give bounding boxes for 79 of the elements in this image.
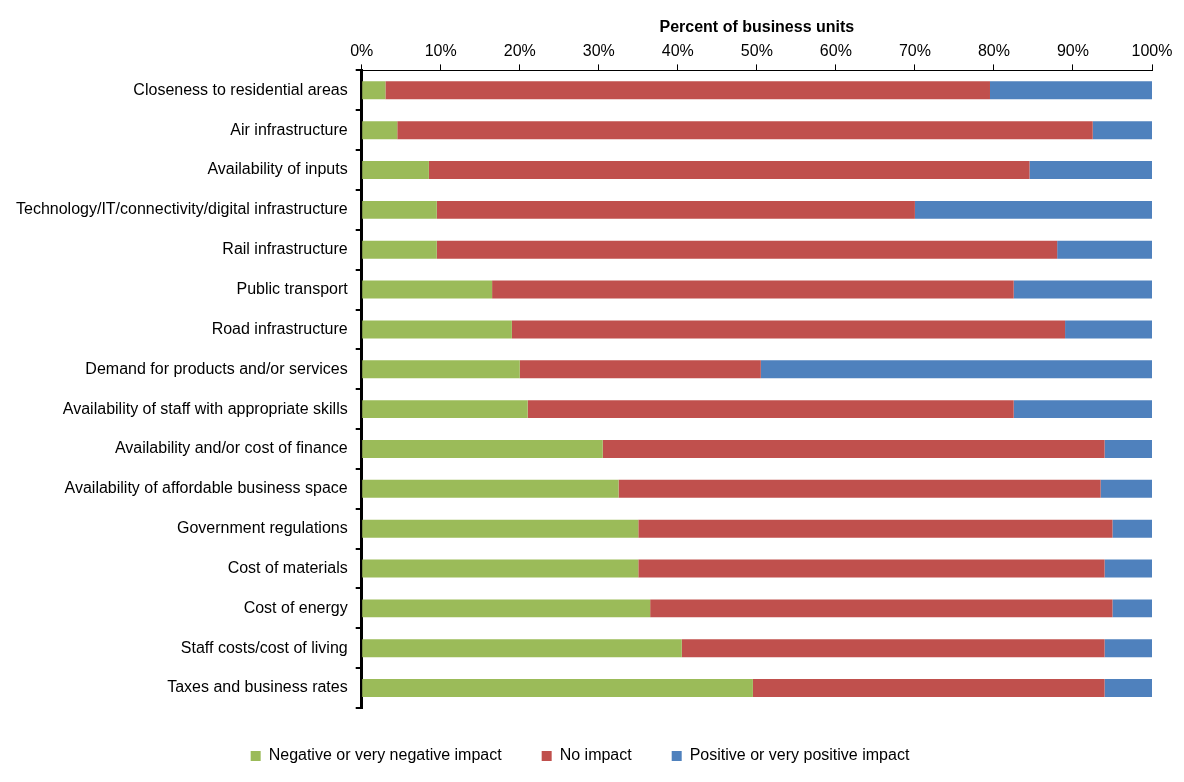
y-tick-label: Availability and/or cost of finance <box>114 439 348 457</box>
y-tick-label: Government regulations <box>176 519 348 537</box>
y-tick-label: Technology/IT/connectivity/digital infrastructure <box>15 200 348 218</box>
legend-label: Negative or very negative impact <box>268 746 503 764</box>
bar <box>1104 559 1152 578</box>
bar <box>752 679 1105 698</box>
bar <box>362 240 437 259</box>
bar <box>362 280 493 299</box>
bar <box>362 200 437 219</box>
bar <box>650 599 1113 618</box>
bar <box>428 161 1030 179</box>
x-tick-label: 90% <box>1056 42 1089 60</box>
bar <box>989 81 1152 100</box>
bar <box>362 320 512 339</box>
x-tick-label: 80% <box>977 42 1010 60</box>
y-tick-label: Availability of staff with appropriate skills <box>62 399 348 417</box>
x-tick-label: 10% <box>424 42 457 60</box>
bar <box>362 519 639 538</box>
bar <box>1092 121 1152 140</box>
bar <box>362 121 398 140</box>
x-tick-label: 100% <box>1131 42 1173 60</box>
y-tick-label: Availability of affordable business space <box>64 479 348 497</box>
y-tick-label: Cost of materials <box>227 558 348 576</box>
y-tick-label: Cost of energy <box>243 598 348 616</box>
bar <box>1013 280 1152 299</box>
x-tick-label: 20% <box>503 42 536 60</box>
bar <box>362 81 386 100</box>
y-tick-label: Demand for products and/or services <box>85 359 348 377</box>
bar <box>638 559 1105 578</box>
x-tick-label: 60% <box>819 42 852 60</box>
bar <box>362 679 753 698</box>
y-tick-label: Air infrastructure <box>230 120 348 138</box>
bar <box>1057 240 1152 259</box>
x-axis-title: Percent of business units <box>659 18 855 36</box>
bar <box>362 360 520 379</box>
bar <box>638 519 1113 538</box>
y-tick-label: Rail infrastructure <box>222 240 348 258</box>
bar <box>362 400 528 419</box>
y-tick-label: Taxes and business rates <box>167 678 348 696</box>
bar <box>618 479 1101 498</box>
y-tick-label: Road infrastructure <box>211 319 348 337</box>
bar <box>1104 639 1152 658</box>
y-tick-label: Availability of inputs <box>207 160 348 178</box>
bar <box>362 440 603 458</box>
legend-label: Positive or very positive impact <box>689 746 910 764</box>
bar <box>511 320 1066 339</box>
x-tick-label: 0% <box>350 42 374 60</box>
y-tick-label: Closeness to residential areas <box>133 80 348 98</box>
bar <box>397 121 1093 140</box>
bar <box>914 200 1152 219</box>
bar <box>1104 440 1152 458</box>
bar <box>602 440 1105 458</box>
bar <box>362 599 651 618</box>
x-tick-label: 50% <box>740 42 773 60</box>
bar <box>362 559 639 578</box>
y-tick-label: Staff costs/cost of living <box>180 638 348 656</box>
bar <box>1029 161 1152 179</box>
bar <box>1104 679 1152 698</box>
x-tick-label: 40% <box>661 42 694 60</box>
bar <box>760 360 1152 379</box>
bar <box>492 280 1014 299</box>
legend-label: No impact <box>559 746 633 764</box>
bar <box>519 360 761 379</box>
bar <box>681 639 1105 658</box>
x-tick-label: 70% <box>898 42 931 60</box>
bar <box>436 240 1058 259</box>
bar <box>527 400 1014 419</box>
bar <box>362 161 429 179</box>
y-tick-label: Public transport <box>236 279 349 297</box>
bar <box>1100 479 1152 498</box>
bar <box>385 81 990 100</box>
bar <box>362 479 619 498</box>
bar <box>1112 599 1152 618</box>
bar <box>1013 400 1152 419</box>
bar <box>1112 519 1152 538</box>
bar <box>362 639 682 658</box>
bar <box>1065 320 1152 339</box>
bar <box>436 200 915 219</box>
x-tick-label: 30% <box>582 42 615 60</box>
